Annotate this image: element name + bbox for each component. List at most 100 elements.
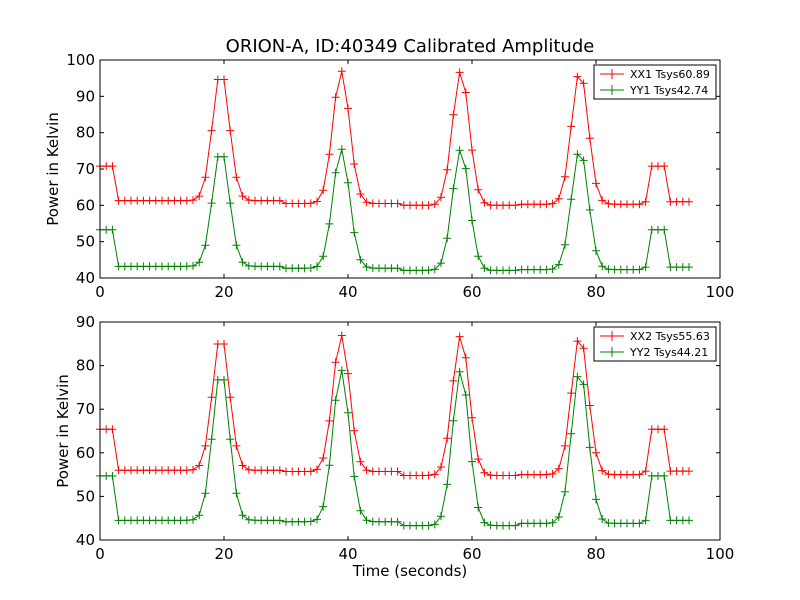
data-point — [598, 196, 607, 205]
data-point — [455, 146, 464, 155]
data-point — [350, 160, 359, 168]
data-point — [567, 122, 576, 131]
data-point — [207, 199, 216, 208]
data-point — [468, 413, 476, 422]
data-point — [449, 110, 458, 119]
data-point — [573, 372, 582, 381]
y-tick-label: 40 — [76, 531, 95, 549]
data-point — [455, 367, 464, 376]
y-tick-label: 80 — [76, 357, 95, 375]
legend-label-xx2: XX2 Tsys55.63 — [630, 330, 710, 343]
data-point — [306, 517, 315, 526]
data-point — [331, 358, 340, 367]
legend-label-yy1: YY1 Tsys42.74 — [629, 84, 708, 97]
y-tick-label: 80 — [76, 124, 95, 142]
data-point — [424, 201, 433, 210]
data-point — [511, 201, 520, 210]
y-tick-label: 100 — [66, 51, 95, 69]
data-point — [226, 199, 235, 208]
top-y-axis-label: Power in Kelvin — [44, 112, 62, 226]
data-point — [201, 241, 210, 250]
data-point — [685, 516, 693, 525]
x-tick-label: 40 — [338, 545, 357, 563]
data-point — [480, 264, 489, 273]
x-tick-label: 40 — [338, 283, 357, 301]
chart-title: ORION-A, ID:40349 Calibrated Amplitude — [226, 36, 595, 57]
x-tick-label: 80 — [586, 545, 605, 563]
data-point — [511, 521, 520, 530]
data-point — [660, 162, 669, 171]
top-series-group — [96, 67, 693, 275]
data-point — [238, 258, 247, 267]
data-point — [561, 240, 569, 249]
data-point — [449, 376, 458, 385]
x-axis-label: Time (seconds) — [352, 562, 468, 580]
data-point — [220, 75, 228, 84]
data-point — [567, 429, 576, 438]
data-point — [275, 262, 284, 271]
data-point — [474, 455, 483, 464]
data-point — [461, 391, 470, 399]
data-point — [350, 426, 359, 435]
data-point — [542, 519, 551, 528]
bottom-legend-box — [593, 326, 717, 362]
data-point — [356, 506, 365, 515]
data-point — [474, 252, 483, 261]
data-point — [573, 72, 582, 81]
data-point — [189, 465, 197, 474]
data-point — [567, 195, 576, 204]
data-point — [108, 225, 117, 234]
data-point — [356, 190, 365, 198]
data-point — [226, 393, 235, 402]
data-point — [430, 520, 439, 529]
data-point — [325, 219, 334, 228]
bottom-plot-frame — [99, 321, 721, 541]
data-point — [232, 489, 241, 498]
data-point — [189, 261, 197, 270]
data-point — [430, 265, 439, 274]
data-point — [548, 518, 557, 527]
data-point — [325, 461, 334, 470]
data-point — [337, 331, 346, 340]
data-point — [393, 199, 402, 208]
data-point — [306, 264, 315, 272]
data-point — [344, 408, 352, 417]
legend-marker-yy1 — [607, 85, 617, 95]
data-point — [437, 463, 445, 471]
data-point — [579, 380, 588, 389]
data-point — [437, 193, 445, 202]
data-point — [542, 200, 551, 209]
data-point — [573, 150, 582, 159]
data-point — [275, 196, 284, 205]
data-point — [641, 263, 650, 272]
data-point — [548, 199, 557, 208]
data-point — [511, 266, 520, 275]
data-point — [592, 179, 600, 188]
data-point — [331, 168, 340, 177]
data-point — [424, 266, 433, 275]
data-point — [437, 512, 445, 521]
data-point — [362, 263, 371, 271]
data-point — [548, 469, 557, 478]
data-point — [443, 434, 452, 443]
data-point — [238, 511, 247, 520]
data-point — [542, 470, 551, 479]
data-point — [548, 265, 557, 273]
data-point — [393, 467, 402, 476]
data-point — [424, 471, 433, 480]
top-legend: XX1 Tsys60.89 YY1 Tsys42.74 — [593, 64, 717, 100]
data-point — [685, 467, 693, 476]
data-point — [474, 185, 483, 194]
data-point — [449, 416, 458, 425]
data-point — [313, 262, 321, 271]
data-point — [430, 200, 439, 209]
data-point — [232, 241, 241, 250]
data-point — [461, 164, 470, 173]
data-point — [337, 145, 346, 154]
data-point — [319, 502, 328, 511]
data-point — [220, 152, 228, 161]
data-point — [641, 516, 650, 525]
data-point — [220, 340, 228, 348]
y-tick-label: 60 — [76, 196, 95, 214]
